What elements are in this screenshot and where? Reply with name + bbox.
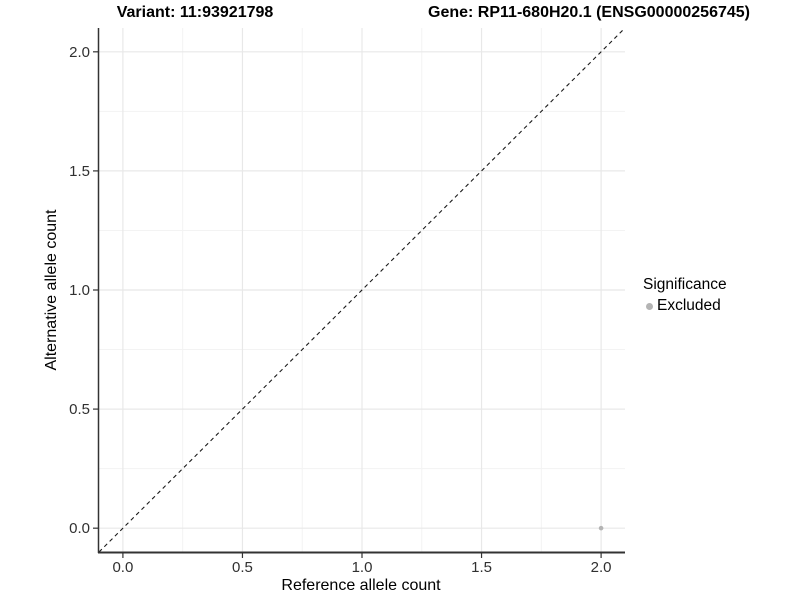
y-tick-label: 0.5 (69, 401, 90, 418)
y-tick-label: 1.5 (69, 163, 90, 180)
legend-entry-excluded: Excluded (643, 297, 727, 315)
y-tick-label: 2.0 (69, 44, 90, 61)
x-tick-label: 0.5 (232, 559, 253, 576)
x-tick-label: 1.5 (471, 559, 492, 576)
y-axis-title: Alternative allele count (43, 209, 60, 371)
data-point (598, 525, 604, 531)
x-tick-label: 0.0 (112, 559, 133, 576)
legend-title: Significance (643, 276, 727, 293)
legend: Significance Excluded (643, 276, 727, 315)
x-tick-label: 1.0 (352, 559, 373, 576)
y-tick-label: 0.0 (69, 520, 90, 537)
x-tick-label: 2.0 (591, 559, 612, 576)
identity-dashed-line (98, 27, 626, 553)
excluded-point-icon (646, 302, 653, 310)
gene-title: Gene: RP11-680H20.1 (ENSG00000256745) (428, 4, 750, 21)
x-axis-title: Reference allele count (281, 577, 441, 594)
y-tick-label: 1.0 (69, 282, 90, 299)
variant-title: Variant: 11:93921798 (116, 4, 274, 21)
legend-entry-label: Excluded (657, 297, 721, 314)
